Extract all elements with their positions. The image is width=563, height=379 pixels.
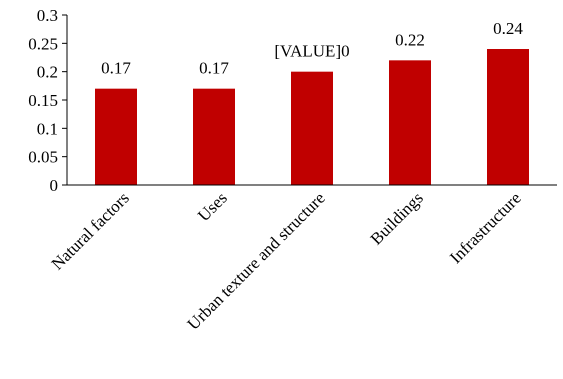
bar [389,60,431,186]
data-label: 0.22 [395,30,425,49]
y-tick-label: 0.15 [28,91,58,110]
data-label: 0.17 [101,59,131,78]
bar [193,88,235,185]
category-label: Infrastructure [446,188,525,267]
data-label: 0.17 [199,59,229,78]
y-tick-label: 0.2 [37,63,58,82]
category-label: Uses [194,188,231,225]
category-label: Buildings [367,188,427,248]
y-tick-label: 0 [50,176,59,195]
data-label: [VALUE]0 [274,42,349,61]
category-label: Natural factors [48,188,133,273]
y-tick-label: 0.1 [37,119,58,138]
bars [95,49,529,186]
bar [487,49,529,185]
bar [291,71,333,185]
data-labels: 0.17 0.17 [VALUE]0 0.22 0.24 [101,19,523,78]
y-axis: 0 0.05 0.1 0.15 0.2 0.25 0.3 [28,6,68,195]
y-tick-label: 0.05 [28,148,58,167]
y-tick-label: 0.3 [37,6,58,25]
y-tick-label: 0.25 [28,34,58,53]
bar [95,88,137,185]
data-label: 0.24 [493,19,523,38]
